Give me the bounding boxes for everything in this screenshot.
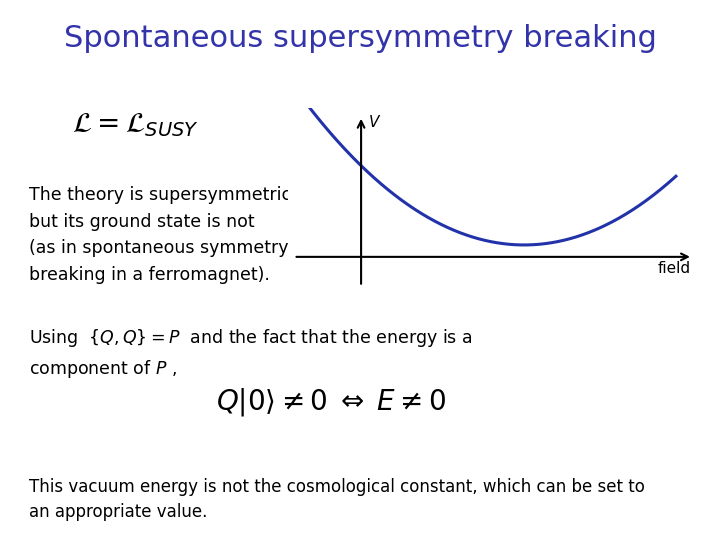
Text: Using  $\{Q, Q\} = P$  and the fact that the energy is a
component of $P$ ,: Using $\{Q, Q\} = P$ and the fact that t… — [29, 327, 472, 380]
Text: $\mathcal{L} = \mathcal{L}_{SUSY}$: $\mathcal{L} = \mathcal{L}_{SUSY}$ — [72, 111, 199, 139]
Text: field: field — [657, 261, 690, 276]
Text: V: V — [369, 115, 379, 130]
Text: This vacuum energy is not the cosmological constant, which can be set to
an appr: This vacuum energy is not the cosmologic… — [29, 478, 644, 521]
Text: The theory is supersymmetric,
but its ground state is not
(as in spontaneous sym: The theory is supersymmetric, but its gr… — [29, 186, 297, 284]
Text: $Q|0\rangle \neq 0 \;\Leftrightarrow\; E \neq 0$: $Q|0\rangle \neq 0 \;\Leftrightarrow\; E… — [216, 386, 446, 418]
Text: Spontaneous supersymmetry breaking: Spontaneous supersymmetry breaking — [63, 24, 657, 53]
